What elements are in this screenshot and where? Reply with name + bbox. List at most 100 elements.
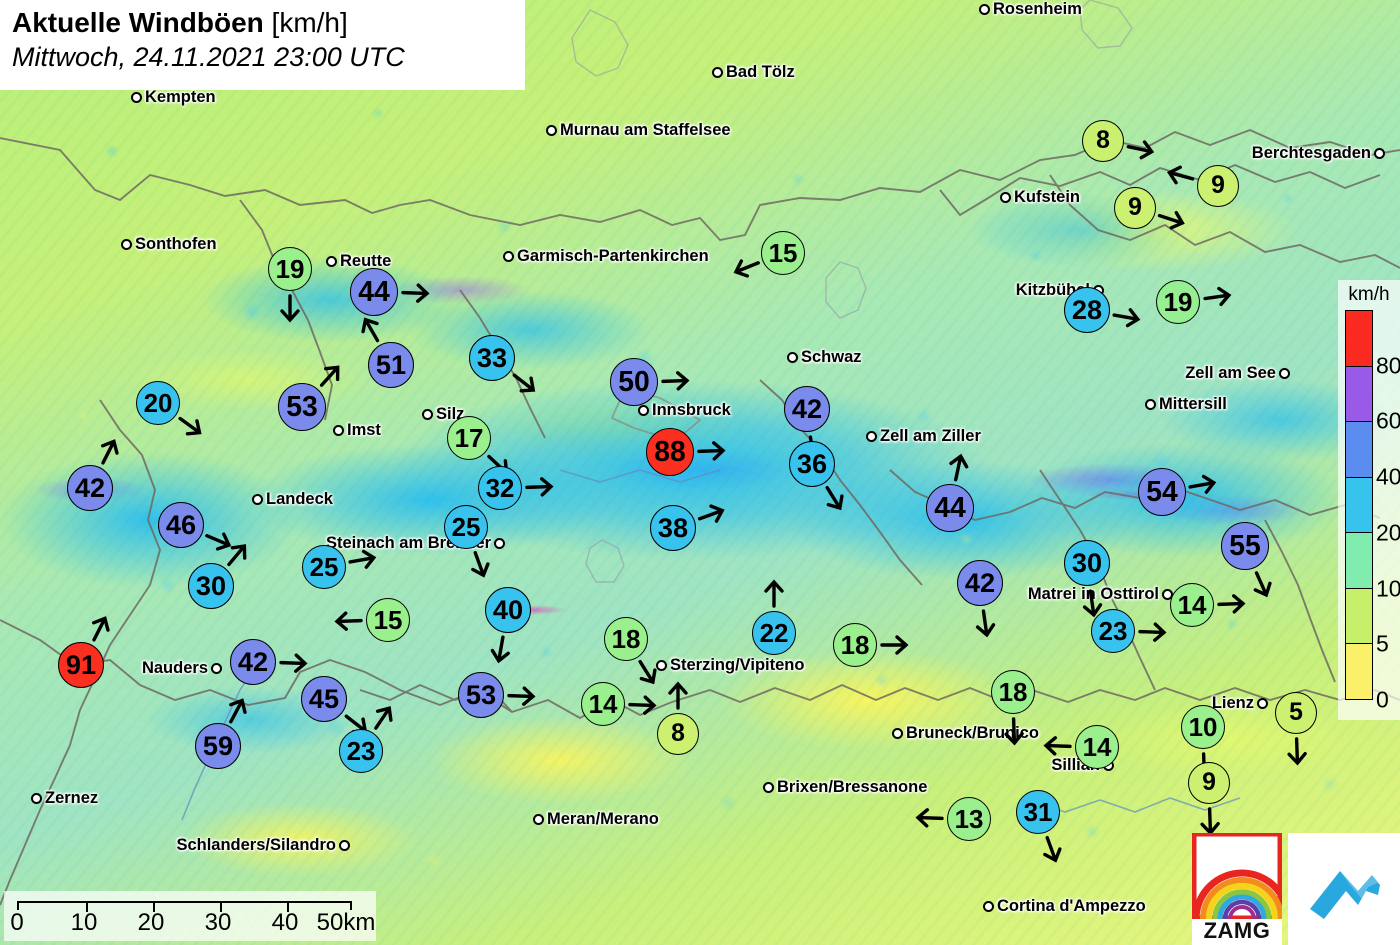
city-marker-dot bbox=[503, 251, 514, 262]
city-name: Imst bbox=[347, 421, 381, 439]
station-value-circle[interactable]: 30 bbox=[188, 563, 234, 609]
station-value-circle[interactable]: 53 bbox=[278, 383, 326, 431]
station-value-circle[interactable]: 9 bbox=[1188, 762, 1230, 804]
station-value-circle[interactable]: 46 bbox=[158, 502, 204, 548]
city-label: Meran/Merano bbox=[533, 810, 659, 829]
station-value-circle[interactable]: 36 bbox=[789, 441, 835, 487]
city-marker-dot bbox=[892, 728, 903, 739]
city-name: Matrei in Osttirol bbox=[1027, 585, 1159, 603]
station-value-circle[interactable]: 13 bbox=[947, 797, 991, 841]
city-name: Rosenheim bbox=[993, 0, 1082, 18]
city-marker-dot bbox=[422, 409, 433, 420]
station-value-circle[interactable]: 23 bbox=[1091, 609, 1135, 653]
city-marker-dot bbox=[131, 92, 142, 103]
station-value-circle[interactable]: 88 bbox=[646, 428, 694, 476]
city-label: Zell am See bbox=[1185, 364, 1290, 383]
city-label: Berchtesgaden bbox=[1252, 144, 1385, 163]
station-value-circle[interactable]: 8 bbox=[657, 713, 699, 755]
legend-band-0-5 bbox=[1346, 644, 1372, 700]
station-value-circle[interactable]: 22 bbox=[752, 611, 796, 655]
legend-band-80+ bbox=[1346, 311, 1372, 367]
city-label: Lienz bbox=[1212, 694, 1268, 713]
city-marker-dot bbox=[546, 125, 557, 136]
station-value-circle[interactable]: 25 bbox=[444, 505, 488, 549]
city-name: Sterzing/Vipiteno bbox=[670, 656, 805, 674]
city-marker-dot bbox=[533, 814, 544, 825]
city-label: Schlanders/Silandro bbox=[176, 836, 350, 855]
city-name: Bad Tölz bbox=[726, 63, 795, 81]
station-value-circle[interactable]: 10 bbox=[1181, 705, 1225, 749]
city-name: Sonthofen bbox=[135, 235, 217, 253]
station-value-circle[interactable]: 42 bbox=[67, 465, 113, 511]
station-value-circle[interactable]: 14 bbox=[1075, 725, 1119, 769]
station-value-circle[interactable]: 18 bbox=[833, 623, 877, 667]
station-value-circle[interactable]: 44 bbox=[350, 268, 398, 316]
city-name: Zell am See bbox=[1185, 364, 1276, 382]
station-value-circle[interactable]: 31 bbox=[1016, 790, 1060, 834]
station-value-circle[interactable]: 25 bbox=[302, 545, 346, 589]
station-value-circle[interactable]: 38 bbox=[650, 505, 696, 551]
station-value-circle[interactable]: 91 bbox=[58, 642, 104, 688]
city-marker-dot bbox=[31, 793, 42, 804]
station-value-circle[interactable]: 14 bbox=[581, 682, 625, 726]
station-value-circle[interactable]: 33 bbox=[469, 335, 515, 381]
city-name: Kempten bbox=[145, 88, 216, 106]
station-value-circle[interactable]: 42 bbox=[230, 639, 276, 685]
legend-tick-5: 5 bbox=[1376, 630, 1389, 657]
legend-tick-60: 60 bbox=[1376, 407, 1400, 434]
mountain-chevron-logo[interactable] bbox=[1288, 833, 1400, 945]
station-value-circle[interactable]: 9 bbox=[1114, 187, 1156, 229]
station-value-circle[interactable]: 17 bbox=[447, 416, 491, 460]
station-value-circle[interactable]: 53 bbox=[458, 672, 504, 718]
scale-label-10: 10 bbox=[70, 909, 98, 936]
station-value-circle[interactable]: 28 bbox=[1064, 287, 1110, 333]
scale-tick bbox=[86, 903, 88, 912]
city-label: Sonthofen bbox=[121, 235, 217, 254]
station-value-circle[interactable]: 19 bbox=[1156, 280, 1200, 324]
station-value-circle[interactable]: 9 bbox=[1197, 165, 1239, 207]
station-value-circle[interactable]: 8 bbox=[1082, 120, 1124, 162]
station-value-circle[interactable]: 40 bbox=[485, 587, 531, 633]
scale-label-50km: 50km bbox=[316, 909, 376, 936]
station-value-circle[interactable]: 5 bbox=[1275, 692, 1317, 734]
station-value-circle[interactable]: 32 bbox=[478, 466, 522, 510]
city-label: Reutte bbox=[326, 252, 391, 271]
city-label: Murnau am Staffelsee bbox=[546, 121, 731, 140]
station-value-circle[interactable]: 51 bbox=[368, 342, 414, 388]
station-value-circle[interactable]: 18 bbox=[991, 670, 1035, 714]
station-value-circle[interactable]: 59 bbox=[195, 723, 241, 769]
city-marker-dot bbox=[763, 782, 774, 793]
station-value-circle[interactable]: 23 bbox=[339, 729, 383, 773]
station-value-circle[interactable]: 15 bbox=[366, 598, 410, 642]
station-value-circle[interactable]: 30 bbox=[1064, 540, 1110, 586]
city-name: Bruneck/Brunico bbox=[906, 724, 1039, 742]
city-marker-dot bbox=[252, 494, 263, 505]
station-value-circle[interactable]: 20 bbox=[136, 381, 180, 425]
city-name: Schwaz bbox=[801, 348, 862, 366]
legend-band-60-80 bbox=[1346, 366, 1372, 423]
legend-color-bar bbox=[1345, 310, 1373, 700]
station-value-circle[interactable]: 15 bbox=[761, 231, 805, 275]
station-value-circle[interactable]: 42 bbox=[957, 560, 1003, 606]
city-name: Berchtesgaden bbox=[1251, 144, 1371, 162]
station-value-circle[interactable]: 19 bbox=[268, 247, 312, 291]
zamg-logo[interactable]: ZAMG bbox=[1192, 833, 1282, 945]
station-value-circle[interactable]: 14 bbox=[1170, 583, 1214, 627]
city-label: Zernez bbox=[31, 789, 98, 808]
city-marker-dot bbox=[1257, 698, 1268, 709]
station-value-circle[interactable]: 45 bbox=[301, 676, 347, 722]
station-value-circle[interactable]: 50 bbox=[610, 358, 658, 406]
station-value-circle[interactable]: 54 bbox=[1138, 468, 1186, 516]
station-value-circle[interactable]: 44 bbox=[926, 484, 974, 532]
station-value-circle[interactable]: 42 bbox=[784, 386, 830, 432]
station-value-circle[interactable]: 18 bbox=[604, 617, 648, 661]
city-label: Nauders bbox=[142, 659, 222, 678]
scale-label-20: 20 bbox=[137, 909, 165, 936]
city-label: Kempten bbox=[131, 88, 216, 107]
city-name: Garmisch-Partenkirchen bbox=[517, 247, 709, 265]
city-label: Bruneck/Brunico bbox=[892, 724, 1039, 743]
scale-label-40: 40 bbox=[271, 909, 299, 936]
station-value-circle[interactable]: 55 bbox=[1221, 522, 1269, 570]
